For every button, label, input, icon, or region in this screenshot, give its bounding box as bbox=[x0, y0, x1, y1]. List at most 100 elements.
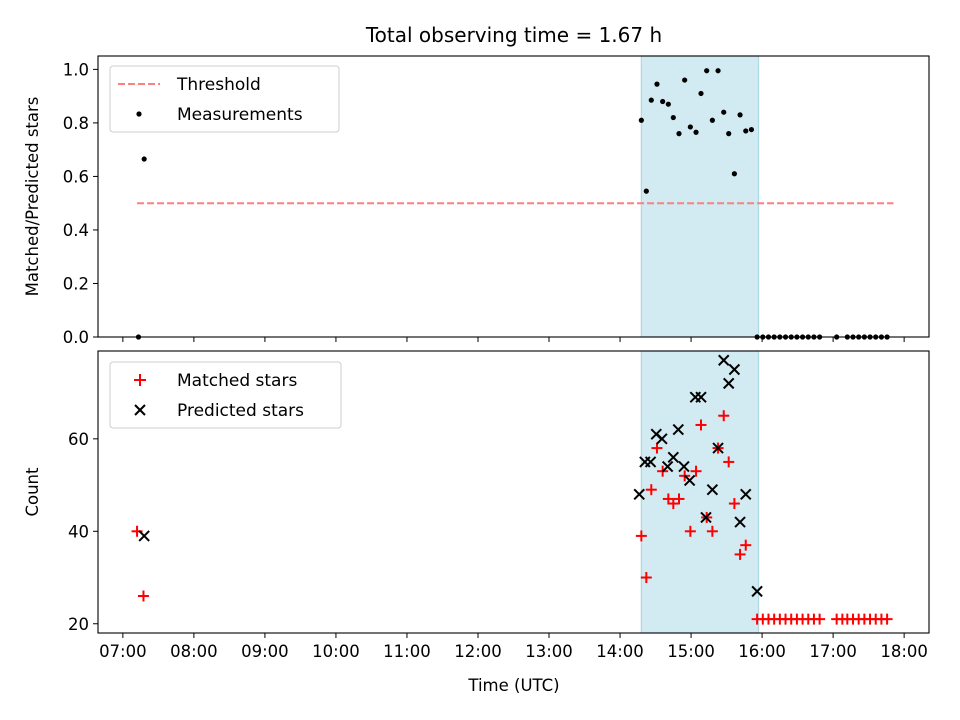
measurement-point bbox=[748, 126, 755, 133]
predicted-star-point bbox=[728, 363, 741, 376]
ratio-y-tick-label: 0.4 bbox=[63, 221, 89, 240]
predicted-star-point bbox=[751, 585, 763, 598]
count-panel-frame bbox=[97, 350, 930, 634]
predicted-star-point bbox=[718, 354, 730, 366]
measurement-point bbox=[693, 129, 699, 135]
threshold-legend-label: Threshold bbox=[176, 75, 261, 95]
ratio-legend: Threshold Measurements bbox=[109, 65, 340, 133]
measurement-point bbox=[737, 112, 743, 118]
measurements-legend-swatch bbox=[136, 111, 142, 117]
matched-star-point bbox=[137, 590, 149, 602]
matched-star-point bbox=[673, 493, 685, 505]
measurement-point bbox=[709, 117, 715, 123]
predicted-star-point bbox=[672, 423, 684, 436]
x-tick-label: 15:00 bbox=[667, 642, 715, 661]
x-tick-label: 18:00 bbox=[880, 642, 928, 661]
measurements-legend-label: Measurements bbox=[177, 105, 303, 125]
ratio-y-tick-label: 0.0 bbox=[63, 328, 89, 347]
measurement-point bbox=[638, 117, 644, 123]
predicted-legend-swatch bbox=[134, 404, 146, 416]
predicted-star-point bbox=[706, 483, 719, 496]
measurement-point bbox=[648, 97, 654, 103]
x-tick-label: 16:00 bbox=[738, 642, 786, 661]
matched-star-point bbox=[635, 530, 647, 542]
matched-star-point bbox=[718, 410, 730, 422]
x-tick-label: 14:00 bbox=[596, 642, 644, 661]
count-y-tick-label: 20 bbox=[68, 615, 89, 634]
x-tick-label: 10:00 bbox=[312, 642, 360, 661]
matched-star-point bbox=[695, 419, 707, 431]
count-panel: 07:00 08:00 09:00 10:00 11:00 12:00 13:00 14:00… bbox=[23, 350, 930, 695]
measurement-point bbox=[682, 77, 688, 83]
matched-star-point bbox=[690, 465, 702, 477]
ratio-y-tick-label: 0.8 bbox=[63, 114, 89, 133]
matched-star-point bbox=[667, 498, 679, 510]
matched-star-point bbox=[740, 539, 752, 551]
ratio-y-tick-label: 0.6 bbox=[63, 167, 89, 186]
matched-star-point bbox=[684, 525, 696, 537]
predicted-star-point bbox=[740, 488, 752, 501]
measurement-point bbox=[676, 131, 682, 137]
ratio-panel: 0.0 0.2 0.4 0.6 0.8 1.0 Matched/Predicted sta… bbox=[23, 55, 930, 347]
x-tick-label: 17:00 bbox=[809, 642, 857, 661]
measurement-point bbox=[726, 131, 732, 137]
measurement-point bbox=[715, 68, 721, 74]
predicted-star-point bbox=[644, 456, 657, 468]
predicted-star-point bbox=[723, 377, 735, 390]
matched-star-point bbox=[706, 525, 718, 537]
predicted-star-point bbox=[656, 433, 668, 445]
measurement-point bbox=[643, 188, 649, 194]
measurement-point bbox=[687, 124, 693, 130]
measurement-point bbox=[698, 90, 704, 97]
measurement-point bbox=[665, 101, 671, 107]
ratio-y-axis-label: Matched/Predicted stars bbox=[23, 97, 42, 297]
chart-title: Total observing time = 1.67 h bbox=[365, 23, 662, 47]
matched-legend-swatch bbox=[134, 374, 146, 386]
measurement-point bbox=[704, 68, 710, 74]
matched-star-point bbox=[728, 498, 740, 510]
ratio-legend-box bbox=[109, 65, 340, 133]
measurement-point bbox=[670, 114, 676, 121]
predicted-star-point bbox=[695, 391, 707, 403]
measurement-point bbox=[660, 98, 666, 105]
predicted-star-point bbox=[712, 442, 724, 454]
matched-star-point bbox=[814, 613, 826, 625]
x-tick-label: 08:00 bbox=[170, 642, 218, 661]
ratio-y-tick-label: 1.0 bbox=[63, 60, 89, 79]
x-tick-label: 09:00 bbox=[241, 642, 289, 661]
count-legend-box bbox=[109, 361, 342, 429]
matched-star-point bbox=[723, 456, 735, 468]
measurement-point bbox=[141, 156, 147, 162]
count-legend: Matched stars Predicted stars bbox=[109, 361, 342, 429]
predicted-star-point bbox=[661, 460, 674, 473]
measurement-point bbox=[743, 128, 749, 134]
ratio-panel-frame bbox=[97, 55, 930, 338]
predicted-star-point bbox=[633, 488, 645, 501]
predicted-star-point bbox=[734, 516, 746, 528]
predicted-star-point bbox=[700, 511, 712, 524]
matched-star-point bbox=[881, 613, 893, 625]
count-y-tick-label: 40 bbox=[68, 522, 89, 541]
predicted-star-point bbox=[678, 460, 690, 473]
count-y-tick-label: 60 bbox=[68, 430, 89, 449]
count-y-axis-label: Count bbox=[23, 467, 42, 517]
x-axis-label: Time (UTC) bbox=[467, 676, 559, 695]
x-tick-label: 11:00 bbox=[383, 642, 431, 661]
matched-star-point bbox=[734, 548, 746, 560]
predicted-star-point bbox=[138, 530, 150, 542]
predicted-star-point bbox=[667, 451, 680, 464]
x-tick-label: 13:00 bbox=[525, 642, 573, 661]
predicted-star-point bbox=[683, 474, 696, 487]
matched-star-point bbox=[640, 572, 652, 584]
ratio-observing-window bbox=[640, 55, 760, 338]
matched-star-point bbox=[645, 484, 657, 496]
predicted-legend-label: Predicted stars bbox=[177, 401, 304, 421]
matched-star-point bbox=[651, 442, 663, 454]
x-tick-label: 07:00 bbox=[99, 642, 147, 661]
ratio-y-tick-label: 0.2 bbox=[63, 274, 89, 293]
x-tick-label: 12:00 bbox=[454, 642, 502, 661]
measurement-point bbox=[731, 171, 737, 177]
measurement-point bbox=[654, 81, 660, 87]
matched-legend-label: Matched stars bbox=[177, 371, 297, 391]
